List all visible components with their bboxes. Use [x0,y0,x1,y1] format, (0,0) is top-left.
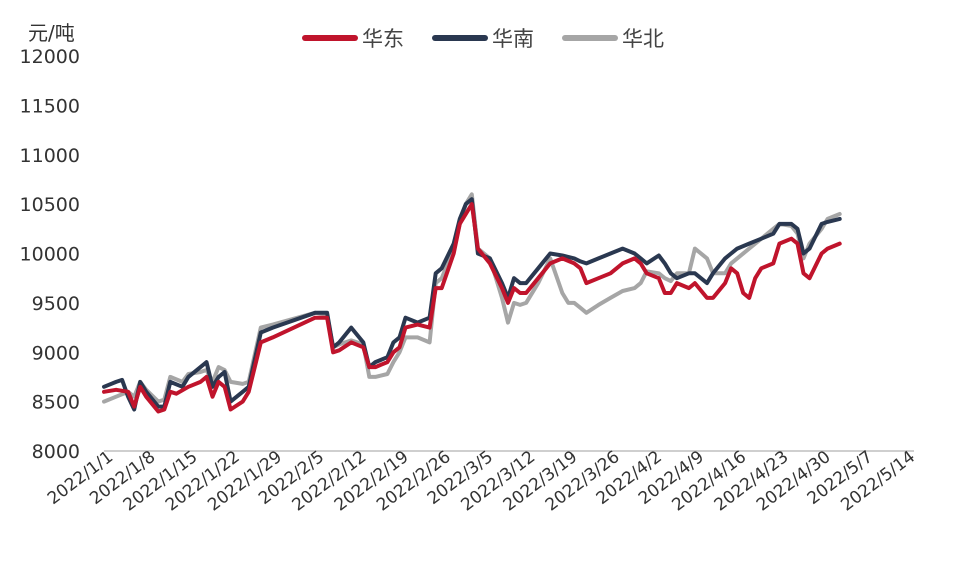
series-line-east [102,202,842,414]
legend-label-south: 华南 [492,27,534,51]
legend-item-south: 华南 [432,27,534,51]
series-line-south [102,197,842,412]
series-layer [102,192,842,414]
x-axis-ticks: 2022/1/12022/1/82022/1/152022/1/222022/1… [44,447,919,515]
legend: 华东 华南 华北 [302,27,664,51]
y-tick-label: 11500 [20,95,80,117]
y-tick-label: 8500 [32,392,80,414]
y-tick-label: 11000 [20,145,80,167]
y-tick-label: 10500 [20,194,80,216]
legend-label-east: 华东 [362,27,404,51]
legend-item-east: 华东 [302,27,404,51]
legend-item-north: 华北 [562,27,664,51]
y-tick-label: 9500 [32,293,80,315]
y-tick-label: 12000 [20,46,80,68]
y-axis-ticks: 8000 8500 9000 9500 10000 10500 11000 11500 1200… [20,46,80,463]
y-tick-label: 10000 [20,244,80,266]
series-line-north [102,192,842,404]
y-axis-unit: 元/吨 [28,21,75,45]
legend-label-north: 华北 [622,27,664,51]
y-tick-label: 8000 [32,441,80,463]
y-tick-label: 9000 [32,342,80,364]
